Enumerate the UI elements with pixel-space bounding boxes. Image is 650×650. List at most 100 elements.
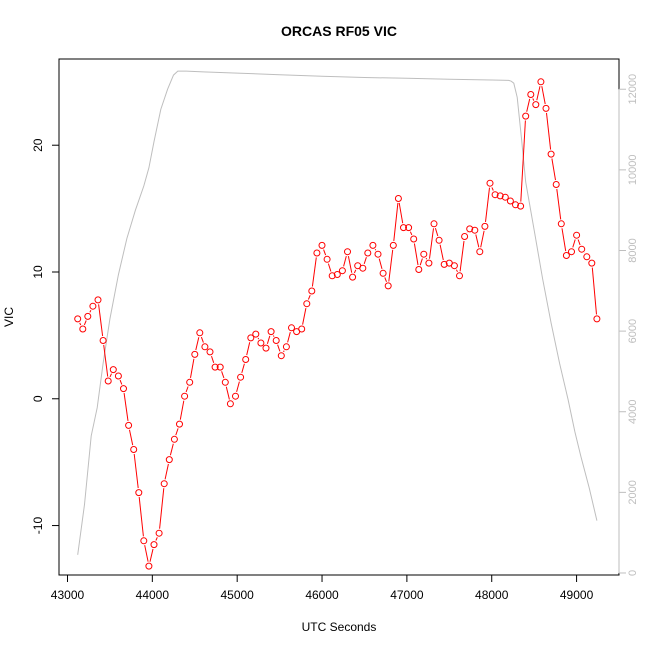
y-axis-label: VIC [2,307,16,327]
vic-line-segment [532,98,535,101]
vic-point [211,363,219,371]
vic-line-segment [480,230,485,248]
vic-line-segment [485,187,490,222]
vic-line-segment [439,244,444,261]
vic-point [303,300,311,308]
vic-point [201,343,209,351]
vic-point [298,325,306,333]
y2-tick-label: 4000 [627,399,639,423]
vic-point [120,385,127,393]
vic-line-segment [103,344,109,377]
vic-point [410,235,418,243]
vic-point [425,259,433,267]
vic-line-segment [363,257,367,265]
vic-line-segment [526,98,531,112]
vic-line-segment [211,355,215,363]
vic-point [374,250,382,258]
vic-point [237,373,245,381]
vic-line-segment [83,320,87,326]
vic-line-segment [138,497,144,537]
vic-point [196,329,204,337]
vic-point [181,392,189,400]
vic-point [506,197,514,205]
vic-line-segment [241,363,245,374]
vic-point [522,112,530,120]
vic-line-segment [277,344,281,352]
vic-point [191,350,199,358]
vic-line-segment [577,239,581,246]
vic-line-segment [398,202,404,224]
plot-frame [58,58,620,576]
vic-line-segment [475,234,480,248]
vic-line-segment [541,86,546,105]
vic-point [491,191,499,199]
x-axis-label: UTC Seconds [302,620,377,634]
vic-line-segment [455,269,458,273]
vic-line-segment [374,249,377,251]
vic-point [568,248,575,256]
vic-point [216,363,224,371]
x-tick-label: 48000 [475,588,509,602]
vic-line-segment [79,322,82,326]
vic-point [308,287,316,295]
vic-line-segment [236,381,240,393]
vic-point [537,78,545,86]
vic-line-segment [551,158,556,181]
vic-point [99,337,107,344]
x-tick-label: 44000 [136,588,170,602]
vic-line-segment [175,428,179,436]
vic-point [420,250,428,258]
vic-point [206,348,214,356]
vic-point [593,315,601,323]
vic-point [349,273,357,281]
vic-line-segment [246,342,251,356]
vic-line-segment [459,240,465,272]
vic-line-segment [419,258,423,266]
vic-line-segment [429,228,434,259]
vic-line-segment [425,257,428,260]
vic-line-segment [119,379,123,385]
vic-point [338,267,346,275]
vic-point [221,378,229,386]
vic-point [176,420,183,428]
vic-point [481,222,489,230]
vic-point [150,541,158,549]
vic-line-segment [195,337,200,351]
vic-point [476,248,484,256]
vic-point [104,377,112,385]
vic-point [517,202,525,210]
vic-point [74,315,82,323]
vic-line-segment [378,258,383,270]
vic-line-segment [133,453,139,489]
y2-tick-label: 0 [627,570,639,576]
vic-point [379,269,387,277]
vic-line-segment [89,309,92,313]
vic-point [257,339,265,347]
vic-line-segment [179,400,185,420]
vic-point [79,325,87,333]
vic-point [165,456,173,464]
vic-point [369,241,377,249]
vic-line-segment [546,112,552,150]
vic-line-segment [343,255,347,267]
vic-point [232,392,239,400]
vic-line-segment [591,267,597,315]
y2-tick-label: 2000 [627,480,639,504]
vic-point [501,193,509,201]
vic-point [89,302,97,310]
vic-point [318,241,326,249]
vic-line-segment [311,257,317,287]
vic-point [578,245,586,253]
vic-point [466,225,474,233]
vic-point [170,435,178,443]
vic-point [267,328,275,336]
vic-line-segment [347,256,353,273]
vic-point [400,224,407,232]
y2-tick-label: 8000 [627,238,639,262]
vic-point [262,344,270,352]
vic-point [389,241,397,249]
vic-point [588,259,596,267]
vic-point [272,337,280,344]
vic-line-segment [266,335,271,344]
